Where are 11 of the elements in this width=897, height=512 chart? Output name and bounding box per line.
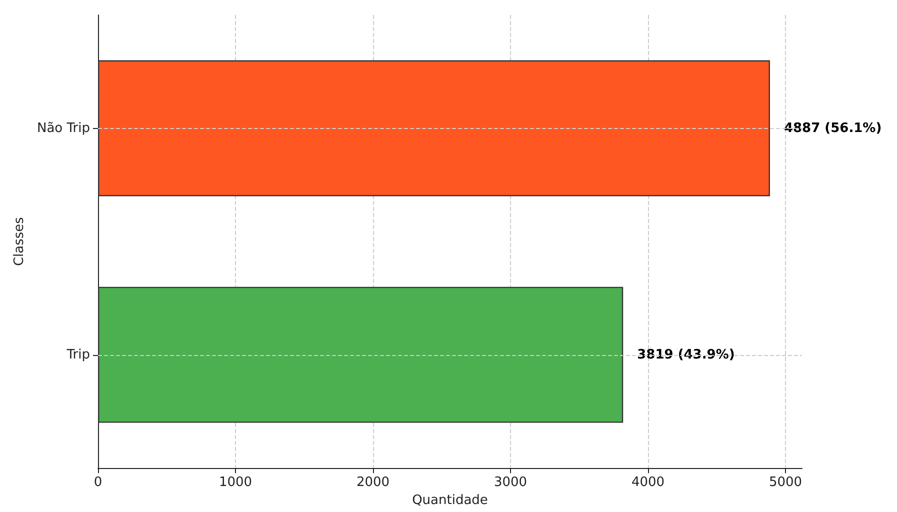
x-tick-label: 4000: [631, 475, 665, 490]
x-tick-label: 0: [94, 475, 102, 490]
data-label: 4887 (56.1%): [784, 120, 882, 136]
x-tick-label: 5000: [768, 475, 802, 490]
x-tick-label: 1000: [218, 475, 252, 490]
y-tick-label: Não Trip: [36, 120, 90, 136]
y-tick-label: Trip: [66, 347, 90, 362]
x-tick-label: 3000: [494, 475, 528, 490]
y-axis-title: Classes: [12, 216, 27, 266]
x-tick-label: 2000: [356, 475, 390, 490]
x-axis-title: Quantidade: [412, 493, 488, 508]
